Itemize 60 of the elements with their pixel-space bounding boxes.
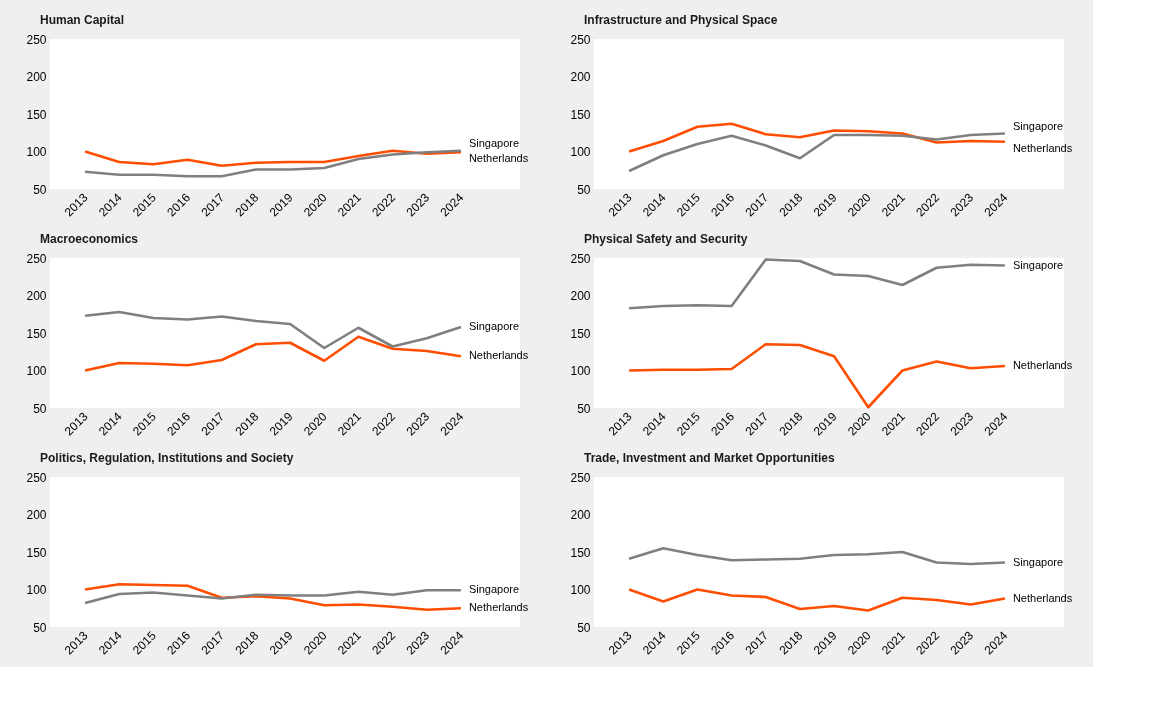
chart-title: Infrastructure and Physical Space	[583, 13, 778, 27]
series-label: Netherlands	[1012, 591, 1073, 604]
line-series	[83, 588, 463, 605]
line-series	[627, 122, 1007, 153]
line-series	[83, 310, 463, 350]
y-tick-label: 200	[570, 70, 591, 84]
line-series	[627, 588, 1007, 612]
y-tick-label: 250	[570, 32, 591, 47]
y-tick-label: 100	[570, 583, 591, 597]
series-label: Netherlands	[1012, 359, 1073, 371]
series-label: Netherlands	[1012, 141, 1073, 154]
y-tick-label: 150	[570, 107, 591, 122]
line-series	[627, 342, 1007, 409]
y-tick-label: 50	[577, 401, 591, 416]
line-series	[627, 132, 1007, 173]
series-label: Singapore	[468, 136, 520, 149]
series-label: Singapore	[1012, 555, 1064, 568]
y-tick-label: 200	[26, 508, 47, 522]
y-tick-label: 100	[26, 364, 47, 378]
chart-title: Human Capital	[39, 13, 124, 27]
y-tick-label: 150	[26, 545, 47, 560]
y-tick-label: 150	[26, 326, 47, 341]
series-label: Netherlands	[468, 601, 529, 614]
y-tick-label: 200	[26, 289, 47, 303]
y-tick-label: 200	[26, 70, 47, 84]
chart-title: Trade, Investment and Market Opportunities	[583, 451, 836, 465]
line-series	[627, 258, 1007, 310]
y-tick-label: 150	[570, 545, 591, 560]
y-tick-label: 50	[33, 182, 47, 197]
y-tick-label: 50	[577, 182, 591, 197]
y-tick-label: 250	[26, 470, 47, 485]
series-label: Singapore	[1012, 119, 1064, 132]
y-tick-label: 50	[33, 620, 47, 635]
line-series	[83, 335, 463, 372]
chart-title: Politics, Regulation, Institutions and Society	[39, 451, 294, 465]
y-tick-label: 250	[570, 470, 591, 485]
y-tick-label: 50	[33, 401, 47, 416]
chart-title: Macroeconomics	[39, 232, 139, 246]
y-tick-label: 250	[26, 32, 47, 47]
y-tick-label: 100	[26, 583, 47, 597]
y-tick-label: 100	[570, 364, 591, 378]
series-label: Singapore	[468, 320, 520, 332]
line-series	[627, 546, 1007, 566]
series-label: Netherlands	[468, 349, 529, 362]
chart-title: Physical Safety and Security	[583, 232, 748, 246]
y-tick-label: 150	[26, 107, 47, 122]
series-label: Singapore	[468, 583, 520, 596]
y-tick-label: 100	[26, 145, 47, 159]
series-label: Netherlands	[468, 152, 529, 165]
line-series	[83, 149, 463, 178]
series-label: Singapore	[1012, 258, 1064, 271]
y-tick-label: 250	[26, 251, 47, 266]
line-series	[83, 582, 463, 612]
y-tick-label: 100	[570, 145, 591, 159]
y-tick-label: 200	[570, 289, 591, 303]
y-tick-label: 150	[570, 326, 591, 341]
line-series	[83, 149, 463, 168]
y-tick-label: 200	[570, 508, 591, 522]
y-tick-label: 250	[570, 251, 591, 266]
y-tick-label: 50	[577, 620, 591, 635]
